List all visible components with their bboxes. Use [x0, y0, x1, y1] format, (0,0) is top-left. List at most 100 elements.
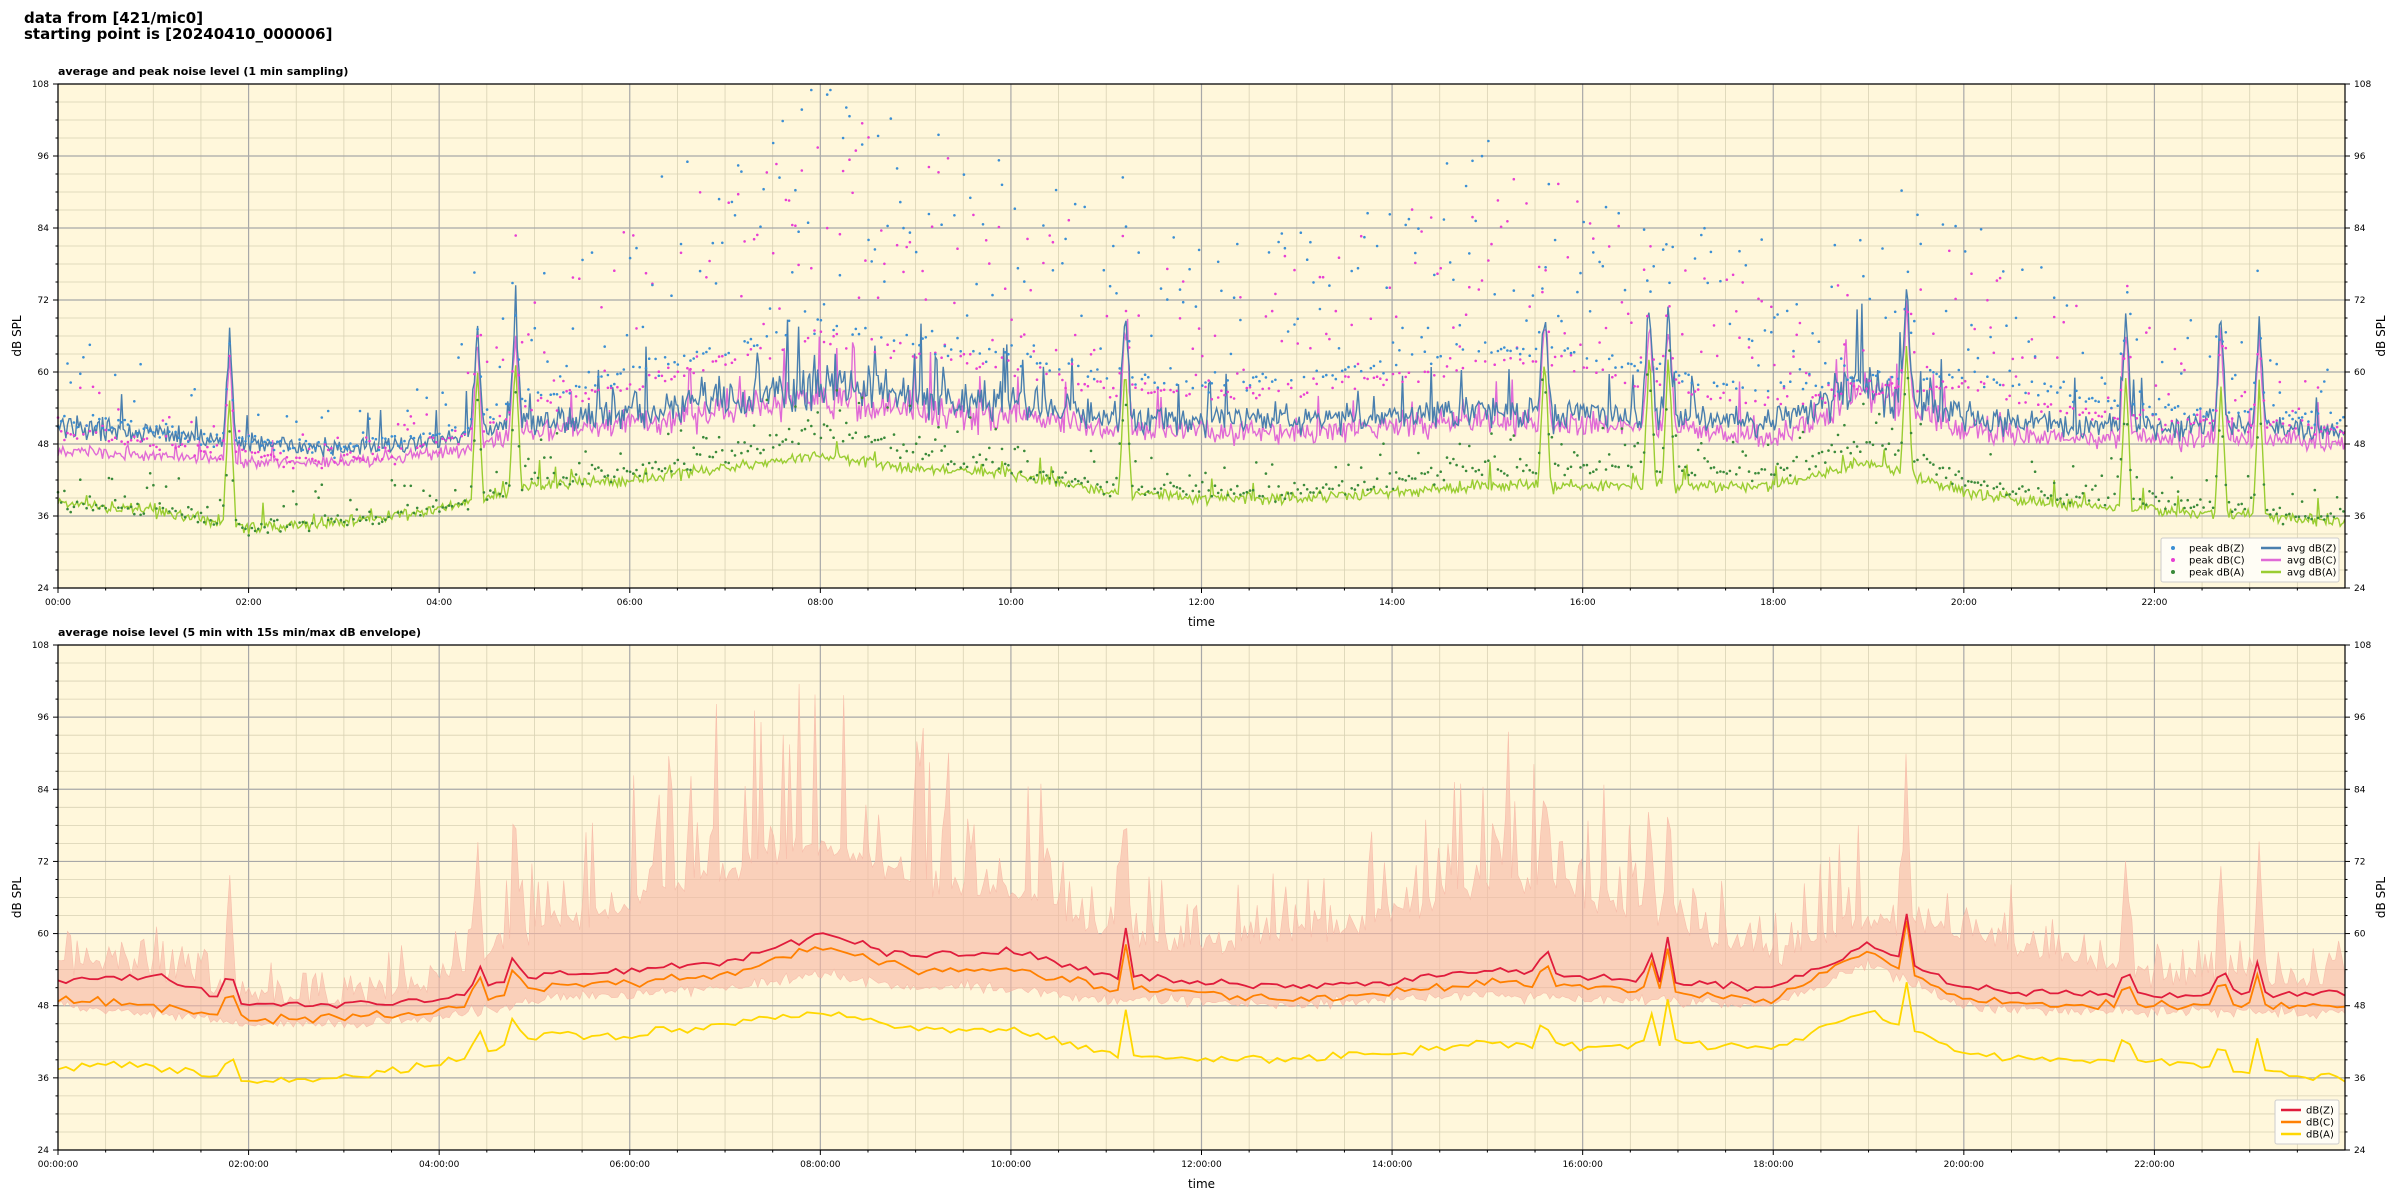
data-point [333, 520, 336, 523]
data-point [1579, 343, 1582, 347]
data-point [2262, 483, 2266, 486]
data-point [1690, 393, 1694, 396]
data-point [2215, 475, 2218, 478]
data-point [984, 458, 988, 461]
data-point [1058, 476, 1061, 479]
data-point [511, 281, 514, 285]
data-point [1976, 356, 1980, 360]
data-point [1194, 484, 1198, 487]
data-point [495, 403, 498, 406]
data-point [816, 411, 819, 414]
data-point [784, 333, 788, 337]
data-point [1143, 373, 1147, 377]
data-point [514, 391, 517, 394]
data-point [848, 158, 851, 161]
data-point [241, 526, 244, 529]
data-point [1979, 380, 1983, 384]
data-point [2338, 418, 2342, 422]
data-point [1096, 483, 1099, 486]
data-point [2211, 408, 2215, 412]
data-point [2081, 411, 2085, 414]
data-point [1290, 492, 1293, 495]
data-point [867, 136, 870, 139]
data-point [1112, 244, 1115, 248]
data-point [2037, 403, 2040, 407]
data-point [1058, 373, 1061, 376]
data-point [654, 460, 657, 464]
data-point [1967, 386, 1970, 389]
data-point [1957, 470, 1961, 473]
data-point [2017, 383, 2021, 386]
data-point [1439, 266, 1442, 270]
data-point [2249, 407, 2253, 411]
data-point [2278, 506, 2282, 510]
data-point [1750, 356, 1754, 360]
data-point [1607, 453, 1611, 456]
data-point [660, 374, 664, 378]
data-point [85, 424, 88, 427]
data-point [1388, 286, 1392, 290]
data-point [724, 363, 727, 366]
data-point [692, 357, 695, 360]
data-point [1410, 477, 1414, 480]
data-point [1267, 485, 1271, 488]
data-point [1051, 470, 1055, 474]
data-point [943, 344, 947, 348]
data-point [708, 259, 711, 263]
legend-marker [2171, 558, 2175, 562]
data-point [1258, 494, 1261, 498]
data-point [695, 355, 699, 358]
data-point [1633, 444, 1636, 448]
data-point [1884, 316, 1887, 320]
data-point [552, 379, 556, 382]
data-point [1760, 468, 1763, 471]
data-point [667, 432, 670, 436]
data-point [1646, 279, 1649, 282]
y-tick-label-right: 108 [2354, 80, 2371, 90]
data-point [1658, 362, 1662, 366]
data-point [2119, 457, 2123, 461]
legend: dB(Z)dB(C)dB(A) [2274, 1099, 2340, 1145]
data-point [479, 375, 483, 378]
data-point [1747, 470, 1751, 473]
data-point [1566, 467, 1570, 471]
data-point [2027, 340, 2030, 343]
series-points-peakdba [56, 349, 2345, 537]
data-point [1582, 366, 1585, 369]
data-point [1652, 265, 1655, 268]
data-point [654, 376, 657, 380]
data-point [148, 429, 152, 433]
data-point [527, 457, 530, 461]
data-point [1356, 362, 1360, 366]
data-point [975, 367, 978, 370]
data-point [2224, 483, 2228, 487]
data-point [657, 374, 661, 378]
data-point [1839, 357, 1843, 360]
data-point [2037, 393, 2040, 397]
data-point [237, 522, 241, 526]
data-point [682, 462, 686, 466]
data-point [822, 423, 826, 426]
data-point [1223, 393, 1226, 397]
y-tick-label-right: 84 [2354, 224, 2366, 234]
data-point [1185, 394, 1188, 397]
data-point [1407, 371, 1411, 375]
data-point [504, 418, 508, 421]
data-point [2148, 490, 2151, 493]
data-point [702, 435, 705, 439]
data-point [908, 231, 912, 234]
data-point [2310, 517, 2313, 521]
data-point [1315, 487, 1318, 490]
data-point [2180, 372, 2183, 375]
data-point [1967, 348, 1970, 351]
data-point [358, 457, 362, 460]
data-point [450, 436, 454, 440]
data-point [870, 440, 873, 444]
data-point [314, 459, 317, 462]
data-point [549, 393, 552, 397]
data-point [2221, 340, 2224, 343]
data-point [1391, 372, 1395, 376]
data-point [1681, 469, 1684, 473]
data-point [2329, 427, 2332, 431]
